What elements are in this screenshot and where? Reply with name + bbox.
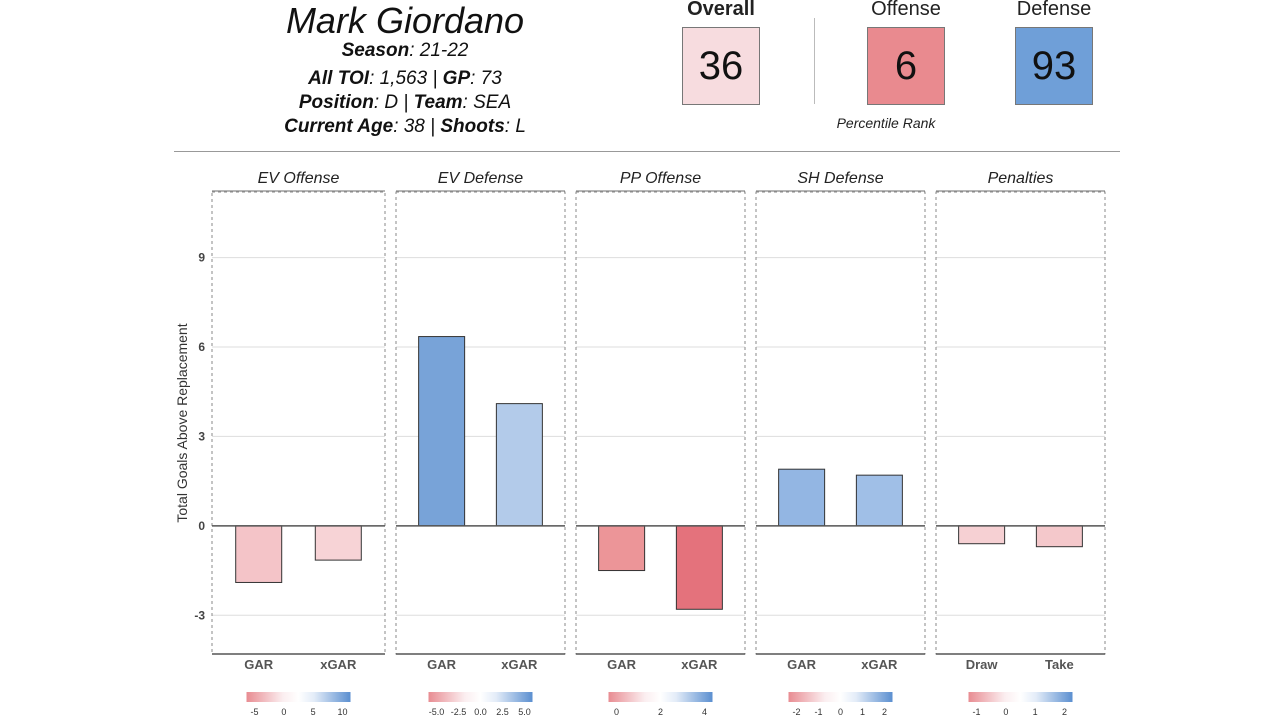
defense-label: Defense [1016, 0, 1092, 20]
season-value: : 21-22 [409, 40, 469, 61]
age-value: : 38 | [393, 116, 441, 137]
legend-color-bar [246, 692, 351, 702]
legend-tick-label: 0 [838, 707, 843, 717]
legend-tick-label: -1 [814, 707, 822, 717]
bar [495, 403, 543, 527]
offense-percentile-box: 6 [867, 27, 945, 105]
legend-tick-label: -2.5 [451, 707, 467, 717]
gp-label: GP [442, 68, 471, 89]
legend-tick-label: 4 [702, 707, 707, 717]
player-name: Mark Giordano [285, 0, 525, 41]
defense-percentile-box: 93 [1015, 27, 1093, 105]
y-tick-label: 3 [198, 429, 205, 443]
panel-title: EV Offense [258, 170, 340, 187]
legend-tick-label: 0 [281, 707, 286, 717]
bar [598, 525, 646, 572]
facet-panel [575, 190, 746, 702]
facet-panel [395, 190, 566, 702]
legend-color-bar [428, 692, 533, 702]
legend-tick-label: -2 [792, 707, 800, 717]
legend-tick-label: -5.0 [429, 707, 445, 717]
legend-tick-label: 0 [1003, 707, 1008, 717]
overall-percentile-box: 36 [682, 27, 760, 105]
defense-percentile-value: 93 [1031, 43, 1077, 88]
y-tick-label: 0 [198, 519, 205, 533]
legend-tick-label: 2 [1062, 707, 1067, 717]
panel-border [755, 191, 926, 655]
bar [778, 468, 826, 527]
legend-tick-label: 0 [614, 707, 619, 717]
kpi-divider [814, 18, 815, 104]
bar [855, 474, 903, 527]
offense-percentile-value: 6 [894, 43, 918, 88]
overall-label: Overall [687, 0, 755, 20]
overall-percentile-value: 36 [698, 43, 744, 88]
bar [675, 525, 723, 610]
bar [958, 525, 1006, 545]
bar [1035, 525, 1083, 548]
bar [314, 525, 362, 561]
facet-panel [935, 190, 1106, 702]
percentile-rank-caption: Percentile Rank [836, 115, 936, 131]
legend-tick-label: 5 [311, 707, 316, 717]
legend-tick-label: 0.0 [474, 707, 487, 717]
legend-tick-label: 2.5 [496, 707, 509, 717]
x-tick-label: xGAR [861, 657, 898, 672]
bar [235, 525, 283, 583]
y-tick-label: -3 [194, 608, 205, 622]
legend-tick-label: 1 [1033, 707, 1038, 717]
x-tick-label: Draw [966, 657, 999, 672]
legend-tick-label: 5.0 [518, 707, 531, 717]
toi-gp-line: All TOI: 1,563 | GP: 73 [230, 68, 580, 90]
legend-tick-label: 10 [337, 707, 347, 717]
x-tick-label: GAR [427, 657, 457, 672]
legend-tick-label: -1 [972, 707, 980, 717]
position-label: Position [298, 92, 374, 113]
offense-label: Offense [871, 0, 941, 20]
x-tick-label: xGAR [681, 657, 718, 672]
panel-border [935, 191, 1106, 655]
shoots-value: : L [504, 116, 526, 137]
x-tick-label: Take [1045, 657, 1074, 672]
position-team-line: Position: D | Team: SEA [230, 92, 580, 114]
legend-tick-label: -5 [250, 707, 258, 717]
x-tick-label: xGAR [320, 657, 357, 672]
age-shoots-line: Current Age: 38 | Shoots: L [230, 116, 580, 138]
facet-panel [755, 190, 926, 702]
x-tick-label: xGAR [501, 657, 538, 672]
legend-color-bar [788, 692, 893, 702]
season-label: Season [341, 40, 410, 61]
legend-color-bar [608, 692, 713, 702]
x-tick-label: GAR [244, 657, 274, 672]
y-tick-label: 6 [198, 340, 205, 354]
legend-tick-label: 2 [658, 707, 663, 717]
panel-title: EV Defense [438, 170, 523, 187]
y-tick-label: 9 [198, 251, 205, 265]
gp-value: : 73 [470, 68, 502, 89]
panel-border [211, 191, 386, 655]
position-value: : D | [373, 92, 414, 113]
legend-tick-label: 1 [860, 707, 865, 717]
panel-title: SH Defense [797, 170, 883, 187]
legend-color-bar [968, 692, 1073, 702]
season-line: Season: 21-22 [230, 40, 580, 62]
toi-value: : 1,563 | [369, 68, 443, 89]
legend-tick-label: 2 [882, 707, 887, 717]
x-tick-label: GAR [787, 657, 817, 672]
toi-label: All TOI [308, 68, 370, 89]
facet-panel [211, 190, 386, 702]
team-value: : SEA [462, 92, 512, 113]
bar [418, 336, 466, 527]
shoots-label: Shoots [440, 116, 505, 137]
header-divider [174, 151, 1120, 152]
age-label: Current Age [284, 116, 394, 137]
panel-title: PP Offense [620, 170, 701, 187]
panel-title: Penalties [988, 170, 1054, 187]
team-label: Team [413, 92, 463, 113]
x-tick-label: GAR [607, 657, 637, 672]
